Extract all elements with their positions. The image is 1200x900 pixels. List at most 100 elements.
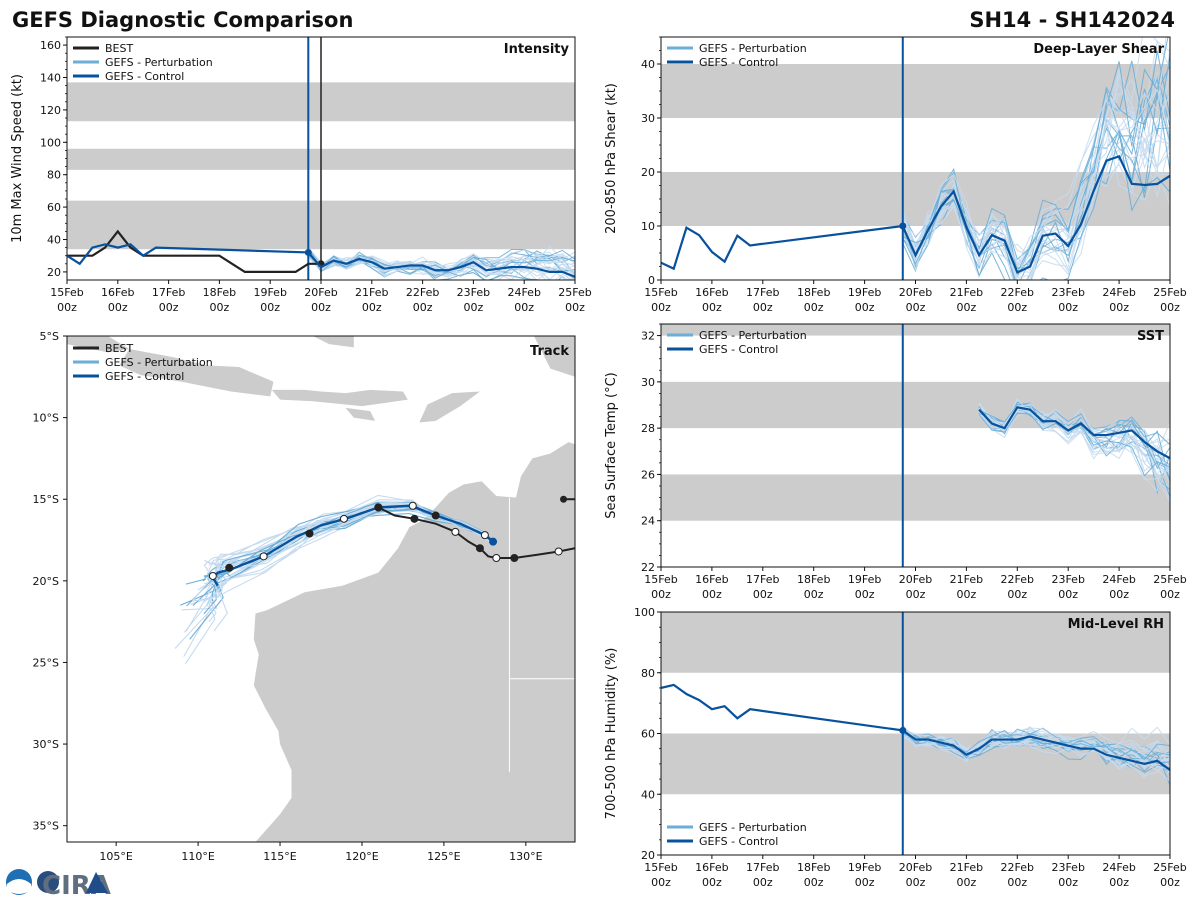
sst-xtick-label: 25Feb 00z bbox=[1153, 573, 1186, 601]
sst-perturbation-line bbox=[978, 407, 1170, 503]
legend-best: BEST bbox=[105, 342, 133, 355]
legend-perturbation: GEFS - Perturbation bbox=[699, 329, 807, 342]
sst-xtick-label: 23Feb 00z bbox=[1051, 573, 1084, 601]
shear-perturbation-line bbox=[902, 55, 1170, 261]
shear-ytick-label: 0 bbox=[648, 274, 655, 287]
sst-band-2 bbox=[661, 324, 1170, 336]
track-control-marker bbox=[431, 511, 440, 520]
track-best-marker bbox=[560, 495, 568, 503]
shear-xtick-label: 20Feb 00z bbox=[899, 286, 932, 314]
shear-perturbation-line bbox=[902, 90, 1170, 280]
track-control-line bbox=[211, 504, 494, 587]
track-control-marker bbox=[408, 501, 417, 510]
sst-xtick-label: 15Feb 00z bbox=[644, 573, 677, 601]
intensity-ytick-label: 160 bbox=[40, 39, 61, 52]
sst-ytick-label: 22 bbox=[641, 561, 655, 574]
rh-xtick-label: 21Feb 00z bbox=[950, 861, 983, 889]
track-ytick-label: 10°S bbox=[33, 412, 59, 425]
shear-band-1 bbox=[661, 64, 1170, 118]
nusa-tenggara-land bbox=[271, 389, 408, 407]
rh-xtick-label: 16Feb 00z bbox=[695, 861, 728, 889]
legend-perturbation: GEFS - Perturbation bbox=[105, 56, 213, 69]
track-control-marker bbox=[339, 514, 348, 523]
track-xtick-label: 130°E bbox=[509, 850, 542, 863]
shear-ytick-label: 30 bbox=[641, 112, 655, 125]
rh-ytick-label: 80 bbox=[641, 667, 655, 680]
sst-xtick-label: 19Feb 00z bbox=[848, 573, 881, 601]
sst-perturbation-line bbox=[978, 403, 1170, 446]
legend-perturbation: GEFS - Perturbation bbox=[105, 356, 213, 369]
track-init-marker bbox=[489, 537, 498, 546]
globe-icon bbox=[37, 871, 59, 893]
track-best-marker bbox=[492, 553, 501, 562]
shear-title: Deep-Layer Shear bbox=[1033, 42, 1164, 57]
sst-xtick-label: 18Feb 00z bbox=[797, 573, 830, 601]
shear-panel: 0 10 20 30 40 15Feb 00z 16Feb 00z 17Feb 00z 18Feb 00… bbox=[604, 36, 1187, 314]
shear-xtick-label: 16Feb 00z bbox=[695, 286, 728, 314]
sst-xtick-label: 21Feb 00z bbox=[950, 573, 983, 601]
sst-ytick-label: 30 bbox=[641, 376, 655, 389]
sst-xtick-label: 17Feb 00z bbox=[746, 573, 779, 601]
figure-title: GEFS Diagnostic Comparison bbox=[12, 8, 353, 32]
storm-id: SH14 - SH142024 bbox=[969, 8, 1175, 32]
rh-title: Mid-Level RH bbox=[1068, 617, 1164, 632]
track-best-marker bbox=[451, 527, 460, 536]
shear-perturbation-line bbox=[902, 88, 1170, 266]
intensity-ytick-label: 120 bbox=[40, 104, 61, 117]
intensity-ytick-label: 20 bbox=[47, 266, 61, 279]
rh-control-line bbox=[661, 683, 1170, 771]
track-ytick-label: 25°S bbox=[33, 656, 59, 669]
track-xtick-label: 125°E bbox=[427, 850, 460, 863]
intensity-xtick-label: 20Feb 00z bbox=[304, 286, 337, 314]
track-title: Track bbox=[530, 344, 569, 359]
shear-ytick-label: 20 bbox=[641, 166, 655, 179]
shear-perturbation-line bbox=[902, 140, 1170, 280]
rh-perturbation-line bbox=[902, 728, 1170, 770]
intensity-ytick-label: 140 bbox=[40, 72, 61, 85]
intensity-perturbation-line bbox=[307, 251, 575, 272]
sst-xtick-label: 20Feb 00z bbox=[899, 573, 932, 601]
track-best-marker bbox=[410, 514, 419, 523]
intensity-ytick-label: 80 bbox=[47, 169, 61, 182]
rh-ytick-label: 20 bbox=[641, 849, 655, 862]
tanimbar-land bbox=[534, 336, 575, 377]
intensity-title: Intensity bbox=[504, 42, 570, 57]
track-control-marker bbox=[225, 563, 234, 572]
sst-xtick-label: 24Feb 00z bbox=[1102, 573, 1135, 601]
shear-perturbation-line bbox=[902, 37, 1170, 270]
intensity-xtick-label: 21Feb 00z bbox=[355, 286, 388, 314]
shear-ytick-label: 10 bbox=[641, 220, 655, 233]
sst-title: SST bbox=[1137, 329, 1164, 344]
track-ytick-label: 35°S bbox=[33, 820, 59, 833]
sst-ylabel: Sea Surface Temp (°C) bbox=[604, 372, 619, 519]
rh-ytick-label: 60 bbox=[641, 728, 655, 741]
track-best-marker bbox=[510, 553, 519, 562]
track-xtick-label: 110°E bbox=[181, 850, 214, 863]
sst-band-1 bbox=[661, 381, 1170, 429]
intensity-xtick-label: 24Feb 00z bbox=[507, 286, 540, 314]
cira-logo: CIRA bbox=[6, 869, 111, 900]
sst-xtick-label: 16Feb 00z bbox=[695, 573, 728, 601]
sst-ytick-label: 28 bbox=[641, 422, 655, 435]
rh-xtick-label: 19Feb 00z bbox=[848, 861, 881, 889]
rh-ytick-label: 40 bbox=[641, 788, 655, 801]
legend-perturbation: GEFS - Perturbation bbox=[699, 42, 807, 55]
intensity-best-track bbox=[67, 229, 321, 273]
intensity-perturbation-line bbox=[307, 249, 575, 272]
shear-ytick-label: 40 bbox=[641, 58, 655, 71]
shear-perturbation-line bbox=[902, 94, 1170, 280]
rh-xtick-label: 24Feb 00z bbox=[1102, 861, 1135, 889]
shear-ylabel: 200-850 hPa Shear (kt) bbox=[604, 83, 619, 234]
track-control-marker bbox=[259, 552, 268, 561]
track-ytick-label: 20°S bbox=[33, 575, 59, 588]
sst-panel: 22 24 26 28 30 32 15Feb 00z 16Feb 00z 17Feb 00z 18Fe… bbox=[604, 323, 1187, 601]
shear-perturbation-line bbox=[902, 37, 1169, 274]
track-ytick-label: 15°S bbox=[33, 493, 59, 506]
track-panel: 105°E 110°E 115°E 120°E 125°E 130°E 5°S 10°S 15°… bbox=[33, 330, 576, 863]
intensity-ylabel: 10m Max Wind Speed (kt) bbox=[10, 74, 25, 243]
intensity-ytick-label: 40 bbox=[47, 234, 61, 247]
legend-control: GEFS - Control bbox=[105, 70, 184, 83]
rh-xtick-label: 15Feb 00z bbox=[644, 861, 677, 889]
intensity-ytick-label: 60 bbox=[47, 201, 61, 214]
intensity-panel: 20 40 60 80 100 120 140 160 15Feb 00z 16Feb 00z 17Fe… bbox=[10, 36, 592, 314]
